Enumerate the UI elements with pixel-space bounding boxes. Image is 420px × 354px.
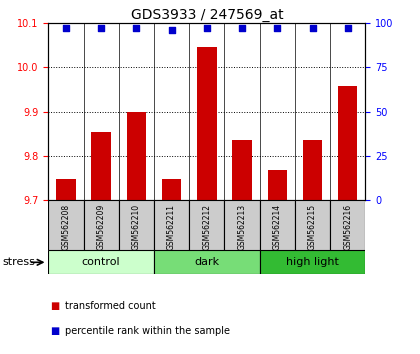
Point [239,25,245,31]
Text: GSM562212: GSM562212 [202,204,211,250]
Text: GSM562209: GSM562209 [97,204,106,250]
Bar [154,200,189,250]
Bar [224,200,260,250]
Bar [197,47,217,200]
Bar [338,86,357,200]
Text: GSM562216: GSM562216 [343,204,352,250]
Point [274,25,281,31]
Point [133,25,140,31]
Bar [330,200,365,250]
Text: dark: dark [194,257,219,267]
Text: percentile rank within the sample: percentile rank within the sample [65,326,230,336]
Bar [268,170,287,200]
Bar [119,200,154,250]
Point [168,27,175,33]
Point [309,25,316,31]
Text: GSM562215: GSM562215 [308,204,317,250]
Bar [162,179,181,200]
Title: GDS3933 / 247569_at: GDS3933 / 247569_at [131,8,283,22]
Bar [48,250,154,274]
Text: control: control [82,257,121,267]
Bar [232,140,252,200]
Point [98,25,105,31]
Bar [260,250,365,274]
Text: ■: ■ [50,301,60,311]
Bar [189,200,224,250]
Text: GSM562214: GSM562214 [273,204,282,250]
Bar [127,113,146,200]
Text: GSM562211: GSM562211 [167,204,176,250]
Bar [303,140,322,200]
Bar [154,250,260,274]
Text: GSM562210: GSM562210 [132,204,141,250]
Bar [260,200,295,250]
Bar [56,179,76,200]
Text: transformed count: transformed count [65,301,156,311]
Text: GSM562208: GSM562208 [61,204,71,250]
Text: ■: ■ [50,326,60,336]
Point [63,25,69,31]
Point [344,25,351,31]
Bar [48,200,84,250]
Text: GSM562213: GSM562213 [238,204,247,250]
Bar [84,200,119,250]
Text: stress: stress [2,257,35,267]
Text: high light: high light [286,257,339,267]
Point [203,25,210,31]
Bar [92,132,111,200]
Bar [295,200,330,250]
